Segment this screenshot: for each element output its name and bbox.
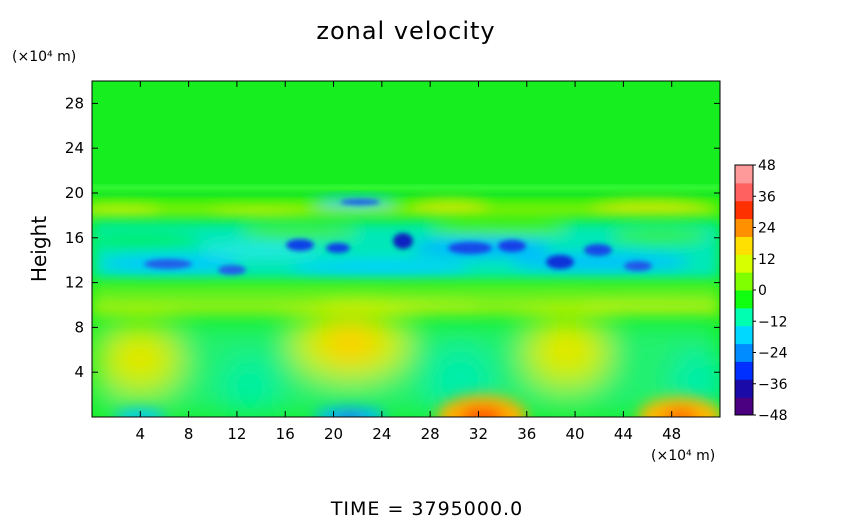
field-positive-band (92, 284, 720, 316)
y-tick-label: 24 (65, 139, 84, 157)
x-tick-label: 12 (227, 425, 246, 443)
x-tick-label: 32 (469, 425, 488, 443)
field-negative-cores (144, 199, 652, 275)
plot-frame (91, 80, 721, 418)
colorbar-swatch (735, 236, 753, 255)
field-turbulent-band (92, 221, 720, 280)
y-axis-label: Height (27, 216, 51, 282)
colorbar: 48 36 24 12 0 −12 −24 −36 −48 (734, 158, 788, 424)
colorbar-tick-label: −36 (758, 377, 788, 393)
x-tick-label: 8 (184, 425, 194, 443)
colorbar-swatch (735, 200, 753, 220)
colorbar-swatch (735, 182, 753, 202)
field-upper (92, 81, 720, 186)
colorbar-swatch (735, 254, 753, 273)
x-axis: 4 8 12 16 20 24 28 32 36 40 44 48 (136, 81, 681, 443)
y-tick-label: 4 (74, 363, 84, 381)
colorbar-swatch (735, 272, 753, 291)
colorbar-tick-label: 0 (758, 283, 767, 299)
colorbar-tick-label: −24 (758, 346, 788, 362)
colorbar-swatch (735, 290, 753, 309)
y-tick-label: 16 (65, 229, 84, 247)
y-tick-label: 8 (74, 318, 84, 336)
field-jet-band (92, 197, 720, 218)
y-axis: 4 8 12 16 20 24 28 (65, 94, 720, 381)
chart-title: zonal velocity (316, 17, 495, 45)
colorbar-tick-label: 24 (758, 221, 776, 237)
field-lower (92, 309, 720, 417)
x-tick-label: 24 (372, 425, 391, 443)
x-tick-label: 48 (662, 425, 681, 443)
x-tick-label: 44 (614, 425, 633, 443)
x-tick-label: 36 (517, 425, 536, 443)
colorbar-tick-label: 36 (758, 189, 776, 205)
colorbar-swatch (735, 307, 753, 327)
colorbar-swatch (735, 325, 753, 345)
x-tick-label: 40 (566, 425, 585, 443)
y-tick-label: 28 (65, 94, 84, 112)
heatmap-field (92, 81, 720, 417)
y-unit-label: (×10⁴ m) (12, 49, 76, 65)
colorbar-swatch (735, 379, 753, 398)
colorbar-swatch (735, 361, 753, 380)
plot-area (92, 81, 720, 417)
colorbar-swatch (735, 343, 753, 362)
y-tick-label: 20 (65, 184, 84, 202)
colorbar-tick-label: −12 (758, 314, 788, 330)
field-surface (114, 395, 720, 417)
x-tick-label: 20 (324, 425, 343, 443)
time-label: TIME = 3795000.0 (330, 498, 523, 519)
colorbar-swatch (735, 397, 753, 416)
colorbar-swatch (735, 218, 753, 237)
x-unit-label: (×10⁴ m) (651, 448, 715, 464)
colorbar-tick-label: 12 (758, 252, 776, 268)
colorbar-swatch (735, 165, 753, 184)
y-tick-label: 12 (65, 274, 84, 292)
colorbar-tick-label: 48 (758, 158, 776, 174)
x-tick-label: 16 (276, 425, 295, 443)
x-tick-label: 4 (136, 425, 146, 443)
field-layers (92, 186, 720, 196)
x-tick-label: 28 (421, 425, 440, 443)
colorbar-tick-label: −48 (758, 408, 788, 424)
